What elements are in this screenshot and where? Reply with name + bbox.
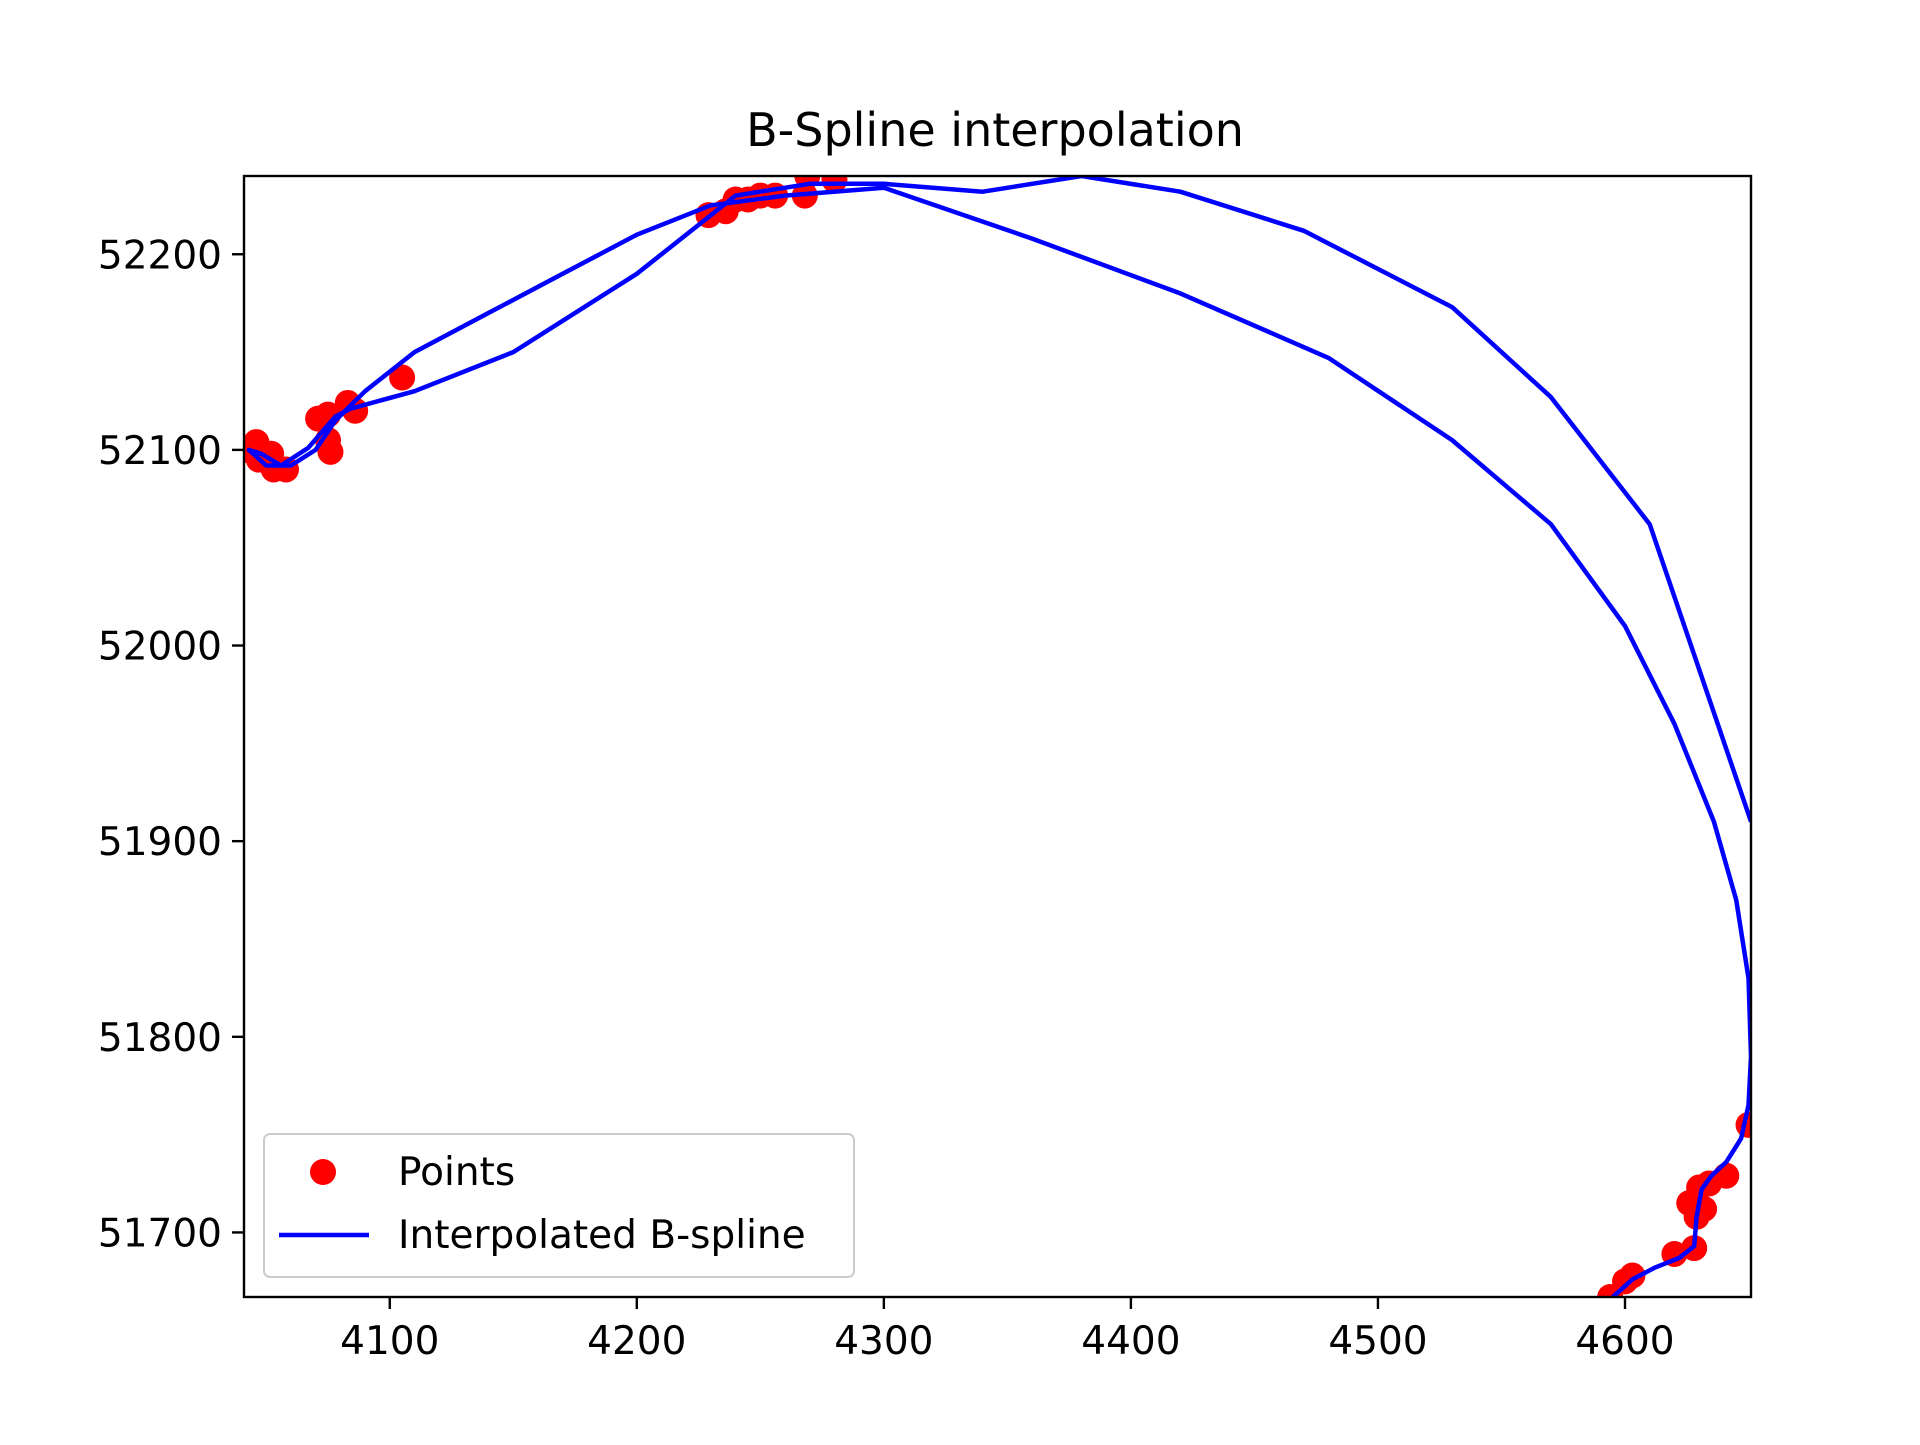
x-axis: 4100 4200 4300 4400 4500 4600 [340,1297,1675,1364]
x-tick-label: 4100 [340,1319,439,1364]
legend-frame [263,1133,855,1278]
y-tick-label: 52000 [98,625,222,670]
y-tick-label: 51800 [98,1016,222,1061]
series-layer [244,176,1751,1297]
y-tick-label: 52200 [98,233,222,278]
chart-title: B-Spline interpolation [746,103,1244,157]
x-tick-label: 4500 [1328,1319,1427,1364]
data-point [317,438,344,465]
legend: Points Interpolated B-spline [263,1133,855,1278]
x-tick-label: 4200 [587,1319,686,1364]
plot-frame [242,174,1753,1299]
legend-points-label: Points [398,1150,515,1195]
y-tick-label: 51900 [98,820,222,865]
legend-points-marker [310,1159,336,1185]
legend-spline-label: Interpolated B-spline [398,1213,806,1258]
x-tick-label: 4400 [1081,1319,1180,1364]
data-point [1735,1111,1751,1138]
x-tick-label: 4600 [1575,1319,1674,1364]
y-axis: 51700 51800 51900 52000 52100 52200 [98,233,244,1256]
spline-line [246,176,1751,1297]
x-tick-label: 4300 [834,1319,933,1364]
data-point [389,364,416,391]
y-tick-label: 52100 [98,429,222,474]
data-point [1713,1162,1740,1189]
data-point [1619,1262,1646,1289]
y-tick-label: 51700 [98,1211,222,1256]
